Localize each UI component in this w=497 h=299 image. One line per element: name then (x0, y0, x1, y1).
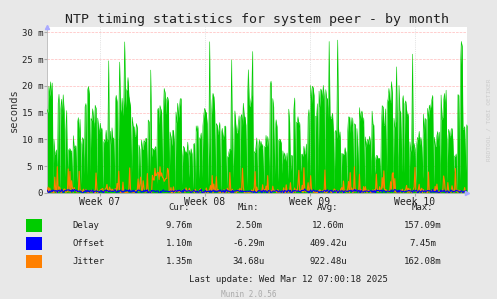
Text: 1.35m: 1.35m (166, 257, 192, 266)
Text: 34.68u: 34.68u (233, 257, 264, 266)
Text: 162.08m: 162.08m (404, 257, 441, 266)
Text: Cur:: Cur: (168, 203, 190, 212)
Text: 2.50m: 2.50m (235, 221, 262, 230)
Title: NTP timing statistics for system peer - by month: NTP timing statistics for system peer - … (65, 13, 449, 26)
Text: Offset: Offset (72, 239, 104, 248)
Text: 9.76m: 9.76m (166, 221, 192, 230)
Text: Delay: Delay (72, 221, 99, 230)
Text: Min:: Min: (238, 203, 259, 212)
Text: Last update: Wed Mar 12 07:00:18 2025: Last update: Wed Mar 12 07:00:18 2025 (189, 275, 388, 284)
Text: 157.09m: 157.09m (404, 221, 441, 230)
Text: Max:: Max: (412, 203, 433, 212)
Text: Avg:: Avg: (317, 203, 339, 212)
Text: RRDTOOL / TOBI OETIKER: RRDTOOL / TOBI OETIKER (486, 78, 491, 161)
Text: 7.45m: 7.45m (409, 239, 436, 248)
Text: 12.60m: 12.60m (312, 221, 344, 230)
Text: 409.42u: 409.42u (309, 239, 347, 248)
Text: -6.29m: -6.29m (233, 239, 264, 248)
Text: 1.10m: 1.10m (166, 239, 192, 248)
Text: Munin 2.0.56: Munin 2.0.56 (221, 290, 276, 299)
Y-axis label: seconds: seconds (9, 88, 19, 132)
Text: Jitter: Jitter (72, 257, 104, 266)
Text: 922.48u: 922.48u (309, 257, 347, 266)
